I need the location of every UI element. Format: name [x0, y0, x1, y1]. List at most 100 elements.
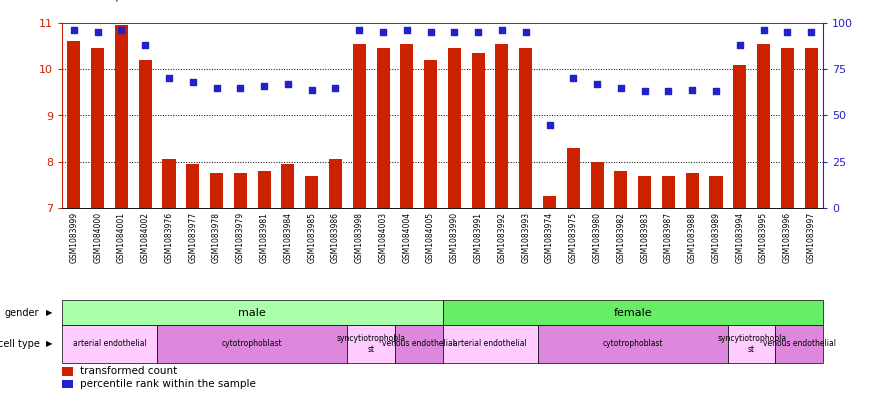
Bar [376, 48, 389, 208]
Text: cytotrophoblast: cytotrophoblast [222, 340, 282, 349]
Text: GSM1084002: GSM1084002 [141, 212, 150, 263]
Text: venous endothelial: venous endothelial [763, 340, 835, 349]
Text: gender: gender [4, 307, 39, 318]
Bar [210, 173, 223, 208]
Point [661, 88, 675, 95]
Text: GSM1083994: GSM1083994 [735, 212, 744, 263]
Bar [614, 171, 627, 208]
Point [733, 42, 747, 48]
Bar [395, 325, 442, 363]
Text: GSM1084004: GSM1084004 [403, 212, 412, 263]
Bar [804, 48, 818, 208]
Text: transformed count: transformed count [80, 366, 177, 376]
Point [685, 86, 699, 93]
Text: venous endothelial: venous endothelial [382, 340, 455, 349]
Text: syncytiotrophobla
st: syncytiotrophobla st [717, 334, 786, 354]
Point [519, 29, 533, 35]
Text: GSM1083983: GSM1083983 [640, 212, 649, 263]
Text: cell type: cell type [0, 339, 40, 349]
Bar [91, 48, 104, 208]
Bar [158, 325, 348, 363]
Point [210, 84, 224, 91]
Text: ▶: ▶ [46, 308, 52, 317]
Point [234, 84, 248, 91]
Bar [781, 48, 794, 208]
Point [471, 29, 485, 35]
Text: GSM1083996: GSM1083996 [783, 212, 792, 263]
Text: GSM1083998: GSM1083998 [355, 212, 364, 263]
Point [162, 75, 176, 82]
Point [66, 27, 81, 33]
Bar [258, 171, 271, 208]
Point [376, 29, 390, 35]
Text: GSM1084001: GSM1084001 [117, 212, 126, 263]
Bar [448, 48, 461, 208]
Bar [496, 44, 509, 208]
Text: GSM1083976: GSM1083976 [165, 212, 173, 263]
Point [257, 83, 271, 89]
Bar [442, 325, 537, 363]
Text: ▶: ▶ [46, 340, 52, 349]
Point [757, 27, 771, 33]
Bar [590, 162, 604, 208]
Point [328, 84, 342, 91]
Text: GSM1083993: GSM1083993 [521, 212, 530, 263]
Bar [686, 173, 699, 208]
Point [138, 42, 152, 48]
Bar [662, 176, 675, 208]
Bar [543, 196, 556, 208]
Bar [566, 148, 580, 208]
Text: cytotrophoblast: cytotrophoblast [603, 340, 663, 349]
Point [90, 29, 104, 35]
Text: GSM1083982: GSM1083982 [616, 212, 626, 263]
Point [495, 27, 509, 33]
Text: GSM1083989: GSM1083989 [712, 212, 720, 263]
Bar [115, 25, 128, 208]
Bar [329, 160, 342, 208]
Text: GSM1083985: GSM1083985 [307, 212, 316, 263]
Bar [186, 164, 199, 208]
Point [709, 88, 723, 95]
Text: GSM1083990: GSM1083990 [450, 212, 459, 263]
Text: GSM1084003: GSM1084003 [379, 212, 388, 263]
Point [304, 86, 319, 93]
Point [590, 81, 604, 87]
Text: GSM1083974: GSM1083974 [545, 212, 554, 263]
Bar [734, 64, 746, 208]
Bar [727, 325, 775, 363]
Bar [775, 325, 823, 363]
Text: GSM1083979: GSM1083979 [236, 212, 245, 263]
Point [637, 88, 651, 95]
Bar [281, 164, 295, 208]
Text: GSM1083980: GSM1083980 [593, 212, 602, 263]
Text: GSM1083986: GSM1083986 [331, 212, 340, 263]
Point [114, 27, 128, 33]
Text: GSM1084005: GSM1084005 [426, 212, 435, 263]
Bar [757, 44, 770, 208]
Text: GSM1083997: GSM1083997 [806, 212, 816, 263]
Bar [442, 300, 823, 325]
Point [804, 29, 819, 35]
Point [400, 27, 414, 33]
Bar [67, 42, 81, 208]
Point [447, 29, 461, 35]
Text: GSM1084000: GSM1084000 [93, 212, 102, 263]
Bar [638, 176, 651, 208]
Bar [305, 176, 319, 208]
Text: GSM1083975: GSM1083975 [569, 212, 578, 263]
Bar [62, 380, 73, 388]
Bar [62, 300, 442, 325]
Point [614, 84, 628, 91]
Text: GSM1083999: GSM1083999 [69, 212, 79, 263]
Point [281, 81, 295, 87]
Text: GSM1083991: GSM1083991 [473, 212, 482, 263]
Point [424, 29, 438, 35]
Point [566, 75, 581, 82]
Text: GSM1083984: GSM1083984 [283, 212, 292, 263]
Text: syncytiotrophobla
st: syncytiotrophobla st [336, 334, 405, 354]
Text: GSM1083981: GSM1083981 [259, 212, 269, 263]
Bar [348, 325, 395, 363]
Text: male: male [238, 307, 266, 318]
Text: female: female [613, 307, 652, 318]
Point [543, 121, 557, 128]
